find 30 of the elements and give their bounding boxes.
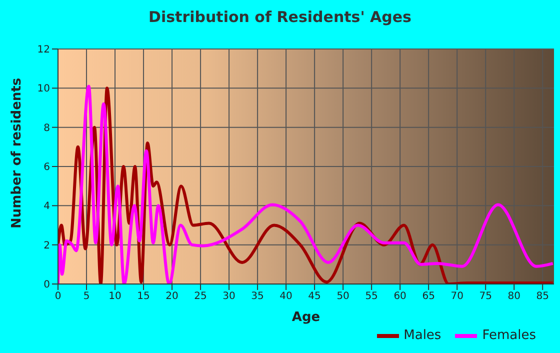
x-tick-label: 60 (394, 291, 406, 302)
chart-title: Distribution of Residents' Ages (148, 8, 412, 26)
x-tick-label: 70 (450, 291, 464, 302)
x-tick-label: 85 (536, 291, 549, 302)
y-tick-label: 4 (44, 201, 50, 212)
legend-label: Females (482, 328, 536, 343)
y-tick-label: 0 (44, 280, 50, 291)
y-tick-label: 12 (37, 44, 50, 56)
x-axis-title: Age (292, 310, 320, 325)
x-tick-label: 35 (251, 291, 264, 302)
x-tick-label: 5 (83, 291, 90, 302)
x-tick-label: 20 (166, 291, 178, 302)
x-tick-label: 55 (365, 291, 378, 302)
x-tick-label: 40 (280, 291, 292, 302)
x-tick-label: 30 (222, 291, 236, 302)
y-axis-title: Number of residents (10, 78, 25, 228)
x-tick-label: 50 (336, 291, 350, 302)
x-tick-label: 0 (54, 291, 62, 302)
legend-label: Males (404, 328, 442, 343)
x-tick-label: 65 (422, 291, 435, 302)
x-tick-label: 10 (108, 291, 122, 302)
x-tick-label: 15 (137, 291, 150, 302)
x-tick-label: 80 (508, 291, 520, 302)
y-tick-label: 8 (44, 122, 50, 134)
y-tick-label: 2 (44, 240, 50, 252)
y-tick-label: 6 (44, 162, 50, 174)
x-tick-label: 45 (308, 291, 321, 302)
x-tick-label: 25 (194, 291, 207, 302)
x-tick-label: 75 (479, 291, 492, 302)
y-tick-label: 10 (37, 84, 50, 95)
